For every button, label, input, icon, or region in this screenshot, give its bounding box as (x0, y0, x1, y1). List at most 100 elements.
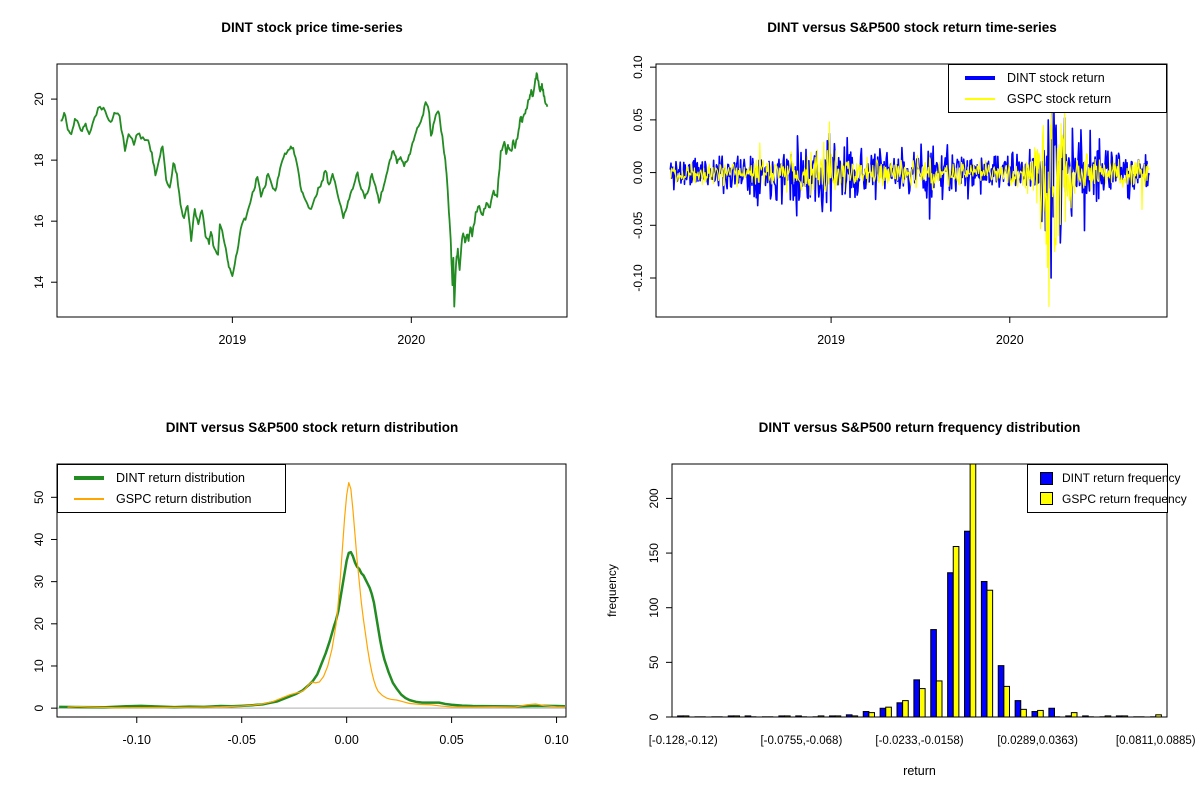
x-tick-label: 2019 (817, 333, 845, 347)
legend-item-gspc-return: GSPC stock return (949, 92, 1166, 106)
dint-return-line (669, 101, 1150, 279)
legend-item-gspc-density: GSPC return distribution (58, 492, 285, 506)
histogram-bar-dint (879, 707, 887, 717)
return-distribution-plot: 0 10 20 30 40 50 -0.10 -0.05 0.00 0.05 0.10 (32, 463, 569, 747)
x-tick-label: -0.10 (123, 733, 152, 747)
legend-label: DINT stock return (1007, 71, 1105, 86)
x-axis-label: return (903, 764, 936, 778)
histogram-bar-dint (980, 580, 988, 717)
histogram-bar-gspc (682, 715, 690, 717)
y-tick-label: 150 (647, 543, 661, 563)
bin-label: [-0.0233,-0.0158) (875, 735, 963, 747)
dint-density-line (59, 550, 565, 709)
histogram-bar-gspc (902, 700, 909, 717)
histogram-bar-gspc (919, 688, 926, 717)
y-tick-label: 18 (32, 153, 46, 167)
histogram-bar-gspc (952, 546, 960, 717)
histogram-bar-dint (1048, 707, 1055, 717)
histogram-bar-gspc (935, 680, 943, 717)
histogram-bar-dint (947, 572, 954, 717)
histogram-bar-dint (1014, 700, 1022, 717)
histogram-bar-gspc (834, 715, 842, 717)
dint-price-line (60, 72, 549, 308)
return-timeseries-plot: -0.10 -0.05 0.00 0.05 0.10 2019 2020 (631, 55, 1168, 347)
x-tick-label: 0.00 (334, 733, 358, 747)
bin-label: [0.0811,0.0885) (1116, 735, 1196, 747)
y-tick-label: 30 (32, 575, 46, 589)
y-tick-label: 50 (647, 655, 661, 669)
x-tick-label: 2019 (218, 333, 246, 347)
return-chart-title: DINT versus S&P500 stock return time-ser… (767, 20, 1057, 35)
legend-item-gspc-frequency: GSPC return frequency (1028, 492, 1187, 506)
y-tick-label: 16 (32, 214, 46, 228)
plot-box (56, 463, 567, 718)
histogram-bar-dint (964, 530, 971, 717)
gspc-frequency-square-swatch (1040, 492, 1053, 506)
bin-label: [0.0289,0.0363) (997, 735, 1078, 747)
histogram-bar-gspc (817, 715, 825, 717)
x-tick-label: 0.05 (439, 733, 463, 747)
legend-return-distribution: DINT return distribution GSPC return dis… (57, 464, 286, 513)
y-tick-label: 50 (32, 490, 46, 504)
histogram-bar-gspc (1070, 712, 1078, 717)
histogram-bar-gspc (733, 715, 740, 717)
legend-label: GSPC return frequency (1062, 491, 1187, 506)
bin-label: [-0.0755,-0.068) (760, 735, 842, 747)
legend-item-dint-density: DINT return distribution (58, 471, 285, 485)
legend-item-dint-frequency: DINT return frequency (1028, 471, 1181, 485)
histogram-bar-gspc (969, 464, 977, 717)
y-tick-label: 20 (32, 617, 46, 631)
x-tick-label: 2020 (397, 333, 425, 347)
panel-price-timeseries: 14 16 18 20 2019 2020 DINT stock price time-s… (0, 0, 600, 400)
histogram-bar-gspc (1020, 708, 1027, 717)
y-tick-label: 20 (32, 92, 46, 106)
panel-return-distribution: 0 10 20 30 40 50 -0.10 -0.05 0.00 0.05 0.10 DINT v… (0, 400, 600, 800)
plot-box (655, 63, 1168, 318)
legend-label: DINT return distribution (116, 471, 245, 486)
y-axis-label: frequency (605, 564, 619, 617)
y-tick-label: 0.10 (631, 55, 645, 79)
legend-frequency-distribution: DINT return frequency GSPC return freque… (1027, 464, 1187, 513)
histogram-bar-gspc (784, 715, 791, 717)
gspc-return-line-swatch (965, 97, 995, 100)
y-tick-label: 0 (647, 713, 661, 720)
frequency-chart-title: DINT versus S&P500 return frequency dist… (758, 420, 1081, 435)
price-chart-title: DINT stock price time-series (221, 20, 403, 35)
y-tick-label: -0.05 (631, 211, 645, 239)
dint-return-line-swatch (965, 76, 995, 81)
x-tick-label: 0.10 (544, 733, 568, 747)
histogram-bar-dint (862, 711, 870, 717)
histogram-bar-dint (997, 665, 1005, 717)
legend-label: GSPC stock return (1007, 91, 1112, 106)
y-tick-label: 200 (647, 488, 661, 508)
price-timeseries-plot: 14 16 18 20 2019 2020 (32, 63, 568, 347)
panel-frequency-distribution: 0 50 100 150 200 frequency return [-0.128,-0.12… (600, 400, 1200, 800)
histogram-bar-gspc (885, 706, 892, 717)
x-tick-label: 2020 (996, 333, 1024, 347)
legend-label: DINT return frequency (1062, 471, 1181, 486)
histogram-bar-gspc (1003, 685, 1010, 717)
dint-density-line-swatch (74, 476, 104, 481)
y-tick-label: -0.10 (631, 264, 645, 292)
plot-box (671, 463, 1168, 718)
histogram-bar-gspc (1104, 715, 1112, 717)
gspc-density-line-swatch (74, 497, 104, 500)
dint-frequency-square-swatch (1040, 471, 1053, 485)
y-tick-label: 0.05 (631, 108, 645, 132)
histogram-bar-gspc (851, 715, 859, 717)
y-tick-label: 0 (32, 704, 46, 711)
legend-item-dint-return: DINT stock return (949, 71, 1166, 85)
gspc-return-line (669, 106, 1150, 308)
y-tick-label: 0.00 (631, 161, 645, 185)
histogram-bar-gspc (1121, 715, 1129, 717)
frequency-distribution-plot: 0 50 100 150 200 frequency return [-0.128,-0.12… (605, 463, 1196, 778)
distribution-chart-title: DINT versus S&P500 stock return distribu… (165, 420, 459, 435)
bin-label: [-0.128,-0.12) (649, 735, 718, 747)
panel-return-timeseries: -0.10 -0.05 0.00 0.05 0.10 2019 2020 DINT vers… (600, 0, 1200, 400)
histogram-bar-gspc (986, 589, 994, 717)
plot-box (56, 63, 568, 318)
histogram-bar-gspc (868, 712, 875, 717)
y-tick-label: 10 (32, 659, 46, 673)
legend-return-timeseries: DINT stock return GSPC stock return (948, 64, 1167, 113)
